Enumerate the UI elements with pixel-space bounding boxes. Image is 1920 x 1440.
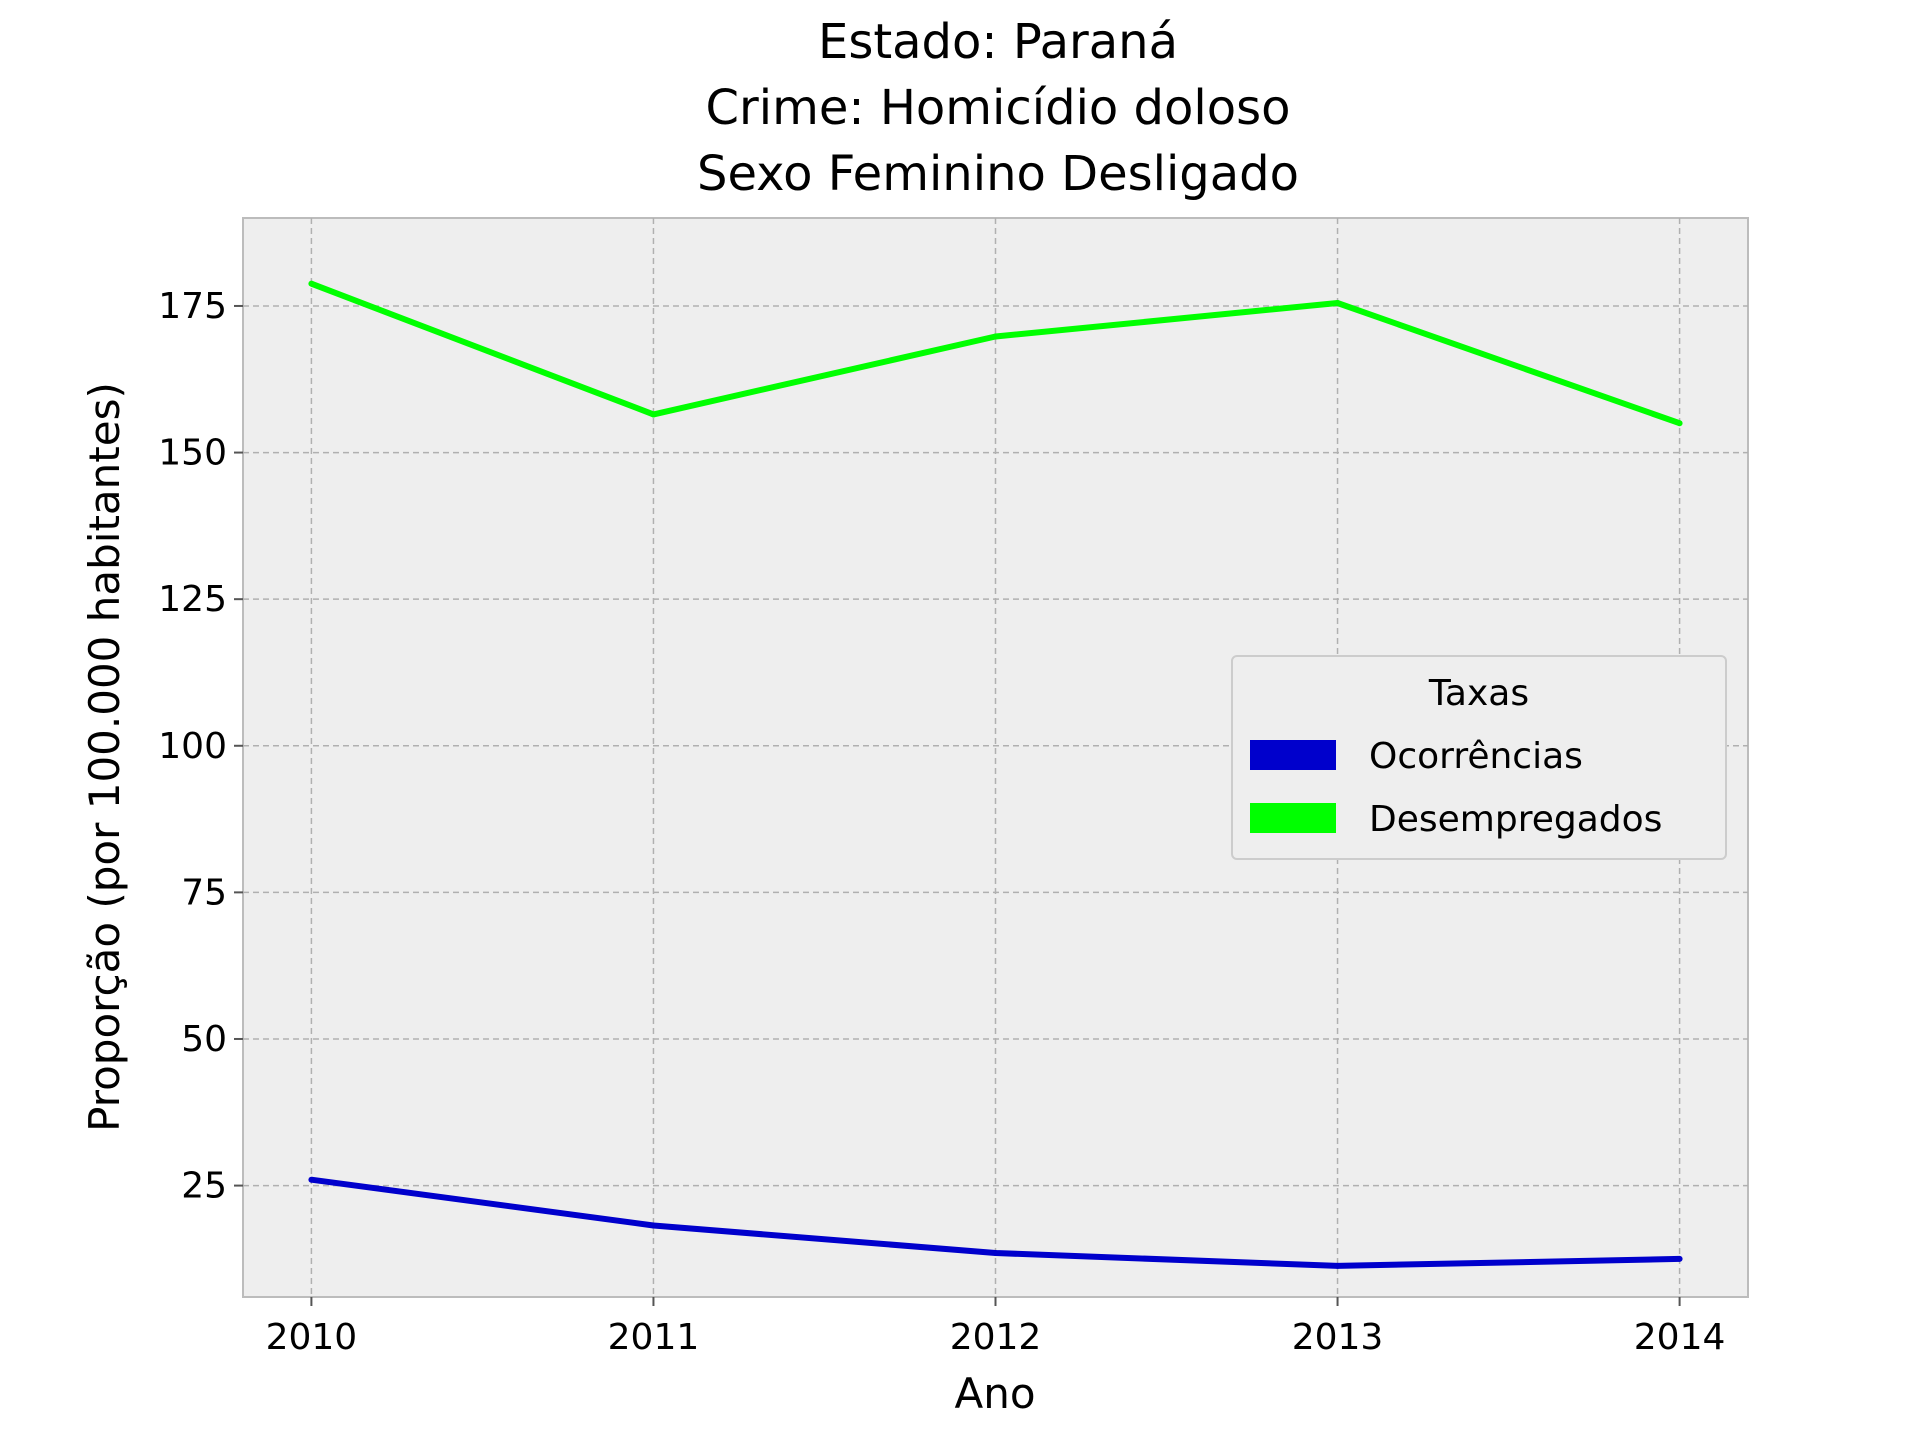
y-tick-label: 100: [158, 726, 227, 767]
y-tick-label: 125: [158, 579, 227, 620]
x-tick-label: 2012: [950, 1317, 1042, 1358]
y-tick-label: 25: [181, 1166, 227, 1207]
data-point-ocorrencias: [650, 1222, 657, 1229]
y-tick-label: 50: [181, 1019, 227, 1060]
x-axis-label: Ano: [954, 1369, 1035, 1418]
title-line-3: Sexo Feminino Desligado: [697, 146, 1299, 202]
axis-ticks: 2010 2011 2012 2013 2014 25 50 75 100 125 150 175: [158, 286, 1725, 1358]
data-point-desempregados: [650, 411, 657, 418]
data-point-ocorrencias: [992, 1250, 999, 1257]
data-point-ocorrencias: [1676, 1255, 1683, 1262]
data-point-desempregados: [992, 333, 999, 340]
data-point-desempregados: [1334, 300, 1341, 307]
data-point-desempregados: [308, 280, 315, 287]
title-line-1: Estado: Paraná: [818, 14, 1178, 70]
legend: Taxas Ocorrências Desempregados: [1231, 655, 1727, 860]
legend-box: [1231, 655, 1727, 860]
data-point-ocorrencias: [308, 1176, 315, 1183]
y-tick-label: 175: [158, 286, 227, 327]
series-lines: [308, 280, 1683, 1269]
legend-label-desempregados: Desempregados: [1369, 799, 1662, 840]
legend-swatch-desempregados: [1250, 803, 1336, 833]
legend-swatch-ocorrencias: [1250, 740, 1336, 770]
chart-title: Estado: Paraná Crime: Homicídio doloso S…: [697, 14, 1299, 202]
x-tick-label: 2013: [1292, 1317, 1384, 1358]
grid: [243, 218, 1748, 1297]
x-tick-label: 2011: [608, 1317, 700, 1358]
data-point-desempregados: [1676, 420, 1683, 427]
legend-label-ocorrencias: Ocorrências: [1369, 736, 1583, 777]
x-tick-label: 2014: [1634, 1317, 1726, 1358]
title-line-2: Crime: Homicídio doloso: [706, 80, 1291, 136]
legend-title: Taxas: [1428, 673, 1529, 714]
y-tick-label: 75: [181, 872, 227, 913]
x-tick-label: 2010: [266, 1317, 358, 1358]
y-axis-label: Proporção (por 100.000 habitantes): [80, 382, 129, 1132]
y-tick-label: 150: [158, 433, 227, 474]
data-point-ocorrencias: [1334, 1262, 1341, 1269]
